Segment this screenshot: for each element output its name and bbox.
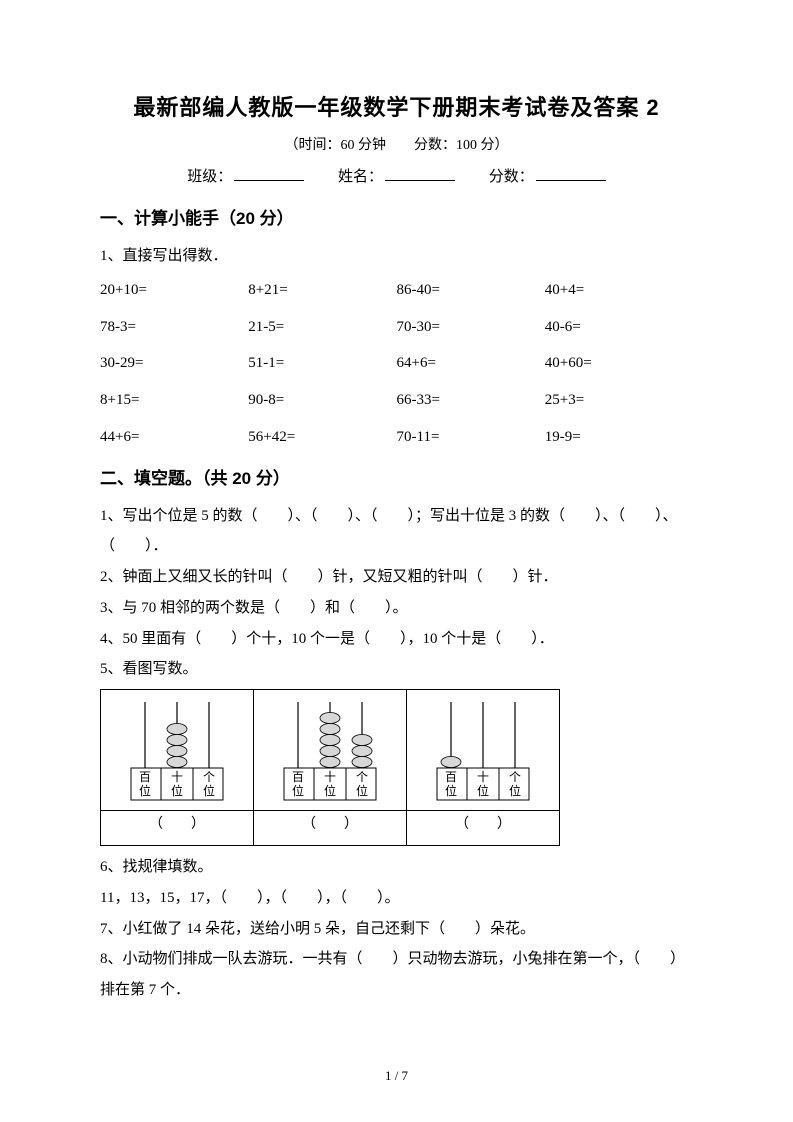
s2-q2: 2、钟面上又细又长的针叫（ ）针，又短又粗的针叫（ ）针．: [100, 562, 693, 593]
equation-cell: 19-9=: [545, 419, 693, 456]
equation-cell: 56+42=: [248, 419, 396, 456]
score-label: 分数：: [489, 169, 534, 185]
svg-text:百: 百: [445, 770, 457, 784]
equation-cell: 90-8=: [248, 382, 396, 419]
s2-q4: 4、50 里面有（ ）个十，10 个一是（ ），10 个十是（ ）．: [100, 624, 693, 655]
abacus-cell-1: 百位十位个位: [101, 690, 254, 811]
equation-cell: 8+21=: [248, 272, 396, 309]
svg-text:百: 百: [139, 770, 151, 784]
svg-text:位: 位: [356, 783, 368, 798]
svg-text:位: 位: [171, 783, 183, 798]
equation-cell: 40+60=: [545, 345, 693, 382]
s2-q8: 8、小动物们排成一队去游玩．一共有（ ）只动物去游玩，小兔排在第一个，（ ）排在…: [100, 944, 693, 1006]
equation-cell: 20+10=: [100, 272, 248, 309]
svg-text:位: 位: [509, 783, 521, 798]
doc-subtitle: （时间：60 分钟 分数：100 分）: [100, 134, 693, 154]
svg-text:位: 位: [477, 783, 489, 798]
abacus-icon: 百位十位个位: [107, 696, 247, 808]
svg-text:个: 个: [509, 770, 521, 784]
section-1-body: 1、直接写出得数． 20+10=8+21=86-40=40+4= 78-3=21-…: [100, 241, 693, 456]
svg-text:位: 位: [445, 783, 457, 798]
s2-q7: 7、小红做了 14 朵花，送给小明 5 朵，自己还剩下（ ）朵花。: [100, 914, 693, 945]
abacus-table: 百位十位个位 百位十位个位 百位十位个位 （ ） （ ） （ ）: [100, 689, 560, 846]
equation-cell: 78-3=: [100, 309, 248, 346]
equation-cell: 70-30=: [397, 309, 545, 346]
equation-cell: 64+6=: [397, 345, 545, 382]
equation-cell: 40+4=: [545, 272, 693, 309]
section-1-heading: 一、计算小能手（20 分）: [100, 204, 693, 229]
svg-text:位: 位: [203, 783, 215, 798]
section-2-heading: 二、填空题。（共 20 分）: [100, 464, 693, 489]
abacus-cell-3: 百位十位个位: [407, 690, 560, 811]
svg-text:十: 十: [171, 770, 183, 784]
s2-q5-lead: 5、看图写数。: [100, 654, 693, 685]
class-blank[interactable]: [234, 164, 304, 181]
s1-q1-lead: 1、直接写出得数．: [100, 241, 693, 272]
svg-text:十: 十: [477, 770, 489, 784]
s2-q6-lead: 6、找规律填数。: [100, 852, 693, 883]
abacus-answer-2[interactable]: （ ）: [254, 811, 407, 846]
svg-text:位: 位: [324, 783, 336, 798]
class-label: 班级：: [187, 169, 232, 185]
equations-table: 20+10=8+21=86-40=40+4= 78-3=21-5=70-30=40…: [100, 272, 693, 456]
s2-q3: 3、与 70 相邻的两个数是（ ）和（ ）。: [100, 593, 693, 624]
equation-cell: 86-40=: [397, 272, 545, 309]
name-label: 姓名：: [338, 169, 383, 185]
abacus-answer-3[interactable]: （ ）: [407, 811, 560, 846]
abacus-answer-1[interactable]: （ ）: [101, 811, 254, 846]
equation-cell: 21-5=: [248, 309, 396, 346]
equation-cell: 51-1=: [248, 345, 396, 382]
svg-text:百: 百: [292, 770, 304, 784]
svg-text:位: 位: [292, 783, 304, 798]
svg-text:个: 个: [203, 770, 215, 784]
abacus-icon: 百位十位个位: [260, 696, 400, 808]
equation-cell: 44+6=: [100, 419, 248, 456]
equation-cell: 8+15=: [100, 382, 248, 419]
abacus-icon: 百位十位个位: [413, 696, 553, 808]
equation-cell: 70-11=: [397, 419, 545, 456]
svg-text:十: 十: [324, 770, 336, 784]
page-footer: 1 / 7: [0, 1068, 793, 1084]
page: 最新部编人教版一年级数学下册期末考试卷及答案 2 （时间：60 分钟 分数：10…: [0, 0, 793, 1122]
doc-title: 最新部编人教版一年级数学下册期末考试卷及答案 2: [100, 90, 693, 122]
equation-cell: 66-33=: [397, 382, 545, 419]
info-line: 班级： 姓名： 分数：: [100, 164, 693, 186]
section-2-body: 1、写出个位是 5 的数（ ）、（ ）、（ ）；写出十位是 3 的数（ ）、（ …: [100, 501, 693, 1006]
s2-q1: 1、写出个位是 5 的数（ ）、（ ）、（ ）；写出十位是 3 的数（ ）、（ …: [100, 501, 693, 563]
svg-text:位: 位: [139, 783, 151, 798]
s2-q6-body: 11，13，15，17，（ ），（ ），（ ）。: [100, 883, 693, 914]
equation-cell: 40-6=: [545, 309, 693, 346]
score-blank[interactable]: [536, 164, 606, 181]
name-blank[interactable]: [385, 164, 455, 181]
equation-cell: 25+3=: [545, 382, 693, 419]
abacus-cell-2: 百位十位个位: [254, 690, 407, 811]
equation-cell: 30-29=: [100, 345, 248, 382]
svg-text:个: 个: [356, 770, 368, 784]
